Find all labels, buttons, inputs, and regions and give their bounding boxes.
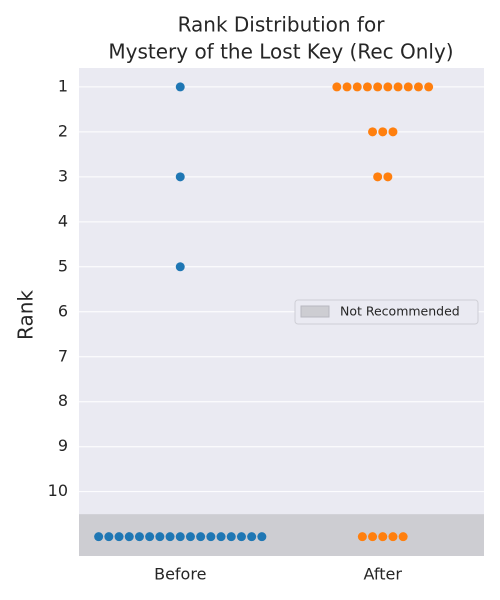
data-point (104, 532, 114, 542)
y-tick-label: 4 (58, 211, 68, 230)
data-point (145, 532, 155, 542)
data-point (352, 82, 362, 92)
data-point (393, 82, 403, 92)
data-point (398, 532, 408, 542)
y-axis-label: Rank (14, 290, 38, 340)
y-tick-label: 10 (48, 481, 68, 500)
data-point (175, 532, 185, 542)
data-point (368, 532, 378, 542)
data-point (247, 532, 257, 542)
data-point (175, 82, 185, 92)
chart-title: Mystery of the Lost Key (Rec Only) (108, 40, 453, 64)
y-tick-label: 5 (58, 256, 68, 275)
data-point (185, 532, 195, 542)
data-point (342, 82, 352, 92)
data-point (155, 532, 165, 542)
data-point (424, 82, 434, 92)
data-point (373, 172, 383, 182)
data-point (378, 532, 388, 542)
y-tick-label: 2 (58, 121, 68, 140)
y-tick-label: 6 (58, 301, 68, 320)
data-point (388, 127, 398, 137)
data-point (196, 532, 206, 542)
data-point (383, 172, 393, 182)
data-point (368, 127, 378, 137)
data-point (175, 262, 185, 272)
legend-label: Not Recommended (340, 304, 460, 319)
data-point (114, 532, 124, 542)
legend-swatch (300, 305, 330, 318)
data-point (206, 532, 216, 542)
chart-title: Rank Distribution for (178, 13, 386, 37)
data-point (165, 532, 175, 542)
y-tick-label: 1 (58, 76, 68, 95)
data-point (332, 82, 342, 92)
legend-box (294, 299, 479, 325)
data-point (236, 532, 246, 542)
data-point (226, 532, 236, 542)
data-point (383, 82, 393, 92)
data-point (403, 82, 413, 92)
data-point (413, 82, 423, 92)
data-point (357, 532, 367, 542)
data-point (362, 82, 372, 92)
data-point (175, 172, 185, 182)
y-tick-label: 9 (58, 436, 68, 455)
legend: Not Recommended (294, 299, 479, 325)
data-point (94, 532, 104, 542)
y-tick-label: 7 (58, 346, 68, 365)
data-point (134, 532, 144, 542)
data-point (373, 82, 383, 92)
data-point (388, 532, 398, 542)
data-point (257, 532, 267, 542)
data-point (378, 127, 388, 137)
x-tick-label: Before (154, 565, 206, 584)
data-point (124, 532, 134, 542)
data-point (216, 532, 226, 542)
y-tick-label: 3 (58, 166, 68, 185)
x-tick-label: After (364, 565, 403, 584)
y-tick-label: 8 (58, 391, 68, 410)
